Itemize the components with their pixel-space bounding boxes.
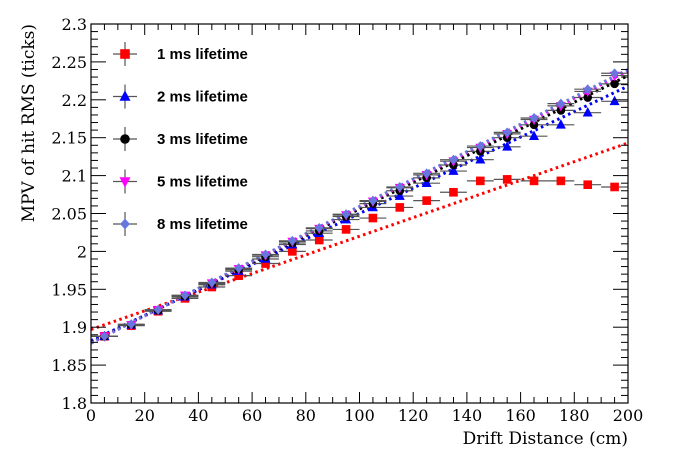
series-group	[91, 68, 628, 342]
data-point	[207, 277, 217, 288]
data-point	[476, 176, 485, 186]
data-point	[583, 84, 593, 95]
x-tick-label: 40	[188, 406, 208, 425]
data-point	[502, 141, 513, 151]
data-point	[421, 177, 432, 187]
data-point	[368, 195, 378, 206]
data-point	[556, 98, 566, 109]
legend-label: 5 ms lifetime	[157, 174, 248, 191]
x-tick-label: 140	[452, 406, 483, 425]
y-tick-label: 1.9	[62, 318, 87, 337]
data-point	[609, 95, 620, 106]
legend-marker	[120, 218, 130, 230]
legend-marker	[120, 134, 130, 144]
y-tick-label: 2.3	[62, 15, 87, 34]
x-tick-label: 80	[296, 406, 316, 425]
x-tick-label: 60	[242, 406, 262, 425]
legend-label: 1 ms lifetime	[157, 46, 248, 63]
x-tick-label: 0	[86, 406, 96, 425]
y-tick-label: 2.2	[62, 91, 87, 110]
data-point	[395, 203, 405, 212]
data-point	[288, 247, 297, 256]
data-point	[475, 141, 485, 151]
legend-marker	[119, 90, 131, 101]
y-tick-label: 2.15	[51, 129, 87, 148]
data-point	[153, 304, 163, 315]
legend-label: 2 ms lifetime	[157, 89, 248, 106]
data-point	[395, 182, 405, 192]
x-tick-label: 180	[559, 406, 590, 425]
data-point	[180, 290, 190, 301]
y-tick-label: 2	[77, 242, 87, 261]
y-tick-label: 2.1	[62, 167, 87, 186]
data-point	[261, 249, 270, 260]
data-point	[475, 154, 486, 164]
legend: 1 ms lifetime 2 ms lifetime 3 ms lifetime 5…	[113, 42, 248, 236]
data-point	[234, 263, 244, 274]
data-point	[449, 154, 458, 165]
x-tick-label: 20	[135, 406, 155, 425]
data-point	[314, 222, 324, 233]
data-point	[529, 176, 539, 186]
data-points	[91, 68, 628, 342]
axis-ticks: 0 20 40 60 80 100 120 140 160 180 200 1.8 1.85 1.9 1.9…	[51, 15, 643, 425]
y-tick-label: 2.05	[51, 205, 87, 224]
data-point	[448, 165, 459, 175]
legend-label: 3 ms lifetime	[157, 131, 248, 148]
y-tick-label: 1.95	[51, 280, 87, 299]
data-point	[368, 213, 378, 223]
y-tick-label: 2.25	[51, 53, 87, 72]
data-point	[314, 235, 324, 245]
data-point	[610, 68, 619, 79]
x-tick-label: 120	[398, 406, 429, 425]
legend-marker	[120, 49, 130, 59]
data-point	[582, 107, 593, 117]
data-point	[422, 196, 431, 205]
data-point	[555, 119, 566, 129]
data-point	[529, 130, 540, 140]
data-point	[556, 176, 566, 186]
y-tick-label: 1.85	[51, 356, 87, 375]
data-point	[341, 225, 351, 234]
data-point	[341, 209, 351, 220]
y-axis-title: MPV of hit RMS (ticks)	[19, 24, 39, 222]
data-point	[422, 168, 432, 179]
fit-line	[90, 141, 629, 331]
data-point	[610, 182, 619, 192]
data-point	[100, 331, 109, 342]
x-tick-label: 160	[505, 406, 536, 425]
data-point	[502, 175, 512, 184]
x-axis-title: Drift Distance (cm)	[463, 429, 628, 449]
legend-marker	[119, 177, 131, 188]
data-point	[583, 180, 593, 189]
data-point	[287, 235, 297, 246]
x-tick-label: 200	[613, 406, 644, 425]
data-point	[394, 190, 405, 200]
x-tick-label: 100	[344, 406, 375, 425]
legend-label: 8 ms lifetime	[157, 216, 248, 233]
data-point	[529, 113, 539, 123]
data-point	[502, 127, 512, 138]
fit-line	[90, 68, 629, 345]
data-point	[126, 319, 136, 330]
data-point	[449, 187, 458, 197]
y-tick-label: 1.8	[62, 394, 87, 413]
